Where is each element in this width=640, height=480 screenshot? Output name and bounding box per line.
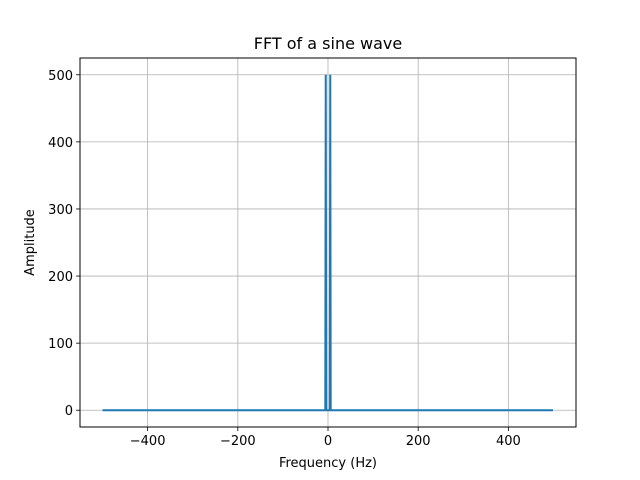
x-axis-ticks: −400 −200 0 200 400 bbox=[130, 427, 521, 449]
series-layer bbox=[102, 74, 553, 412]
x-axis-label: Frequency (Hz) bbox=[279, 456, 377, 471]
y-tick-label: 300 bbox=[48, 203, 73, 218]
y-tick-label: 400 bbox=[48, 136, 73, 151]
x-tick-label: 0 bbox=[324, 434, 332, 449]
y-tick-label: 500 bbox=[48, 69, 73, 84]
chart-title: FFT of a sine wave bbox=[254, 34, 402, 53]
x-tick-label: −200 bbox=[220, 434, 256, 449]
y-tick-label: 200 bbox=[48, 270, 73, 285]
y-axis-label: Amplitude bbox=[23, 209, 38, 276]
y-tick-label: 100 bbox=[48, 337, 73, 352]
y-tick-label: 0 bbox=[65, 404, 73, 419]
y-axis-ticks: 0 100 200 300 400 500 bbox=[48, 69, 80, 419]
series-line bbox=[102, 74, 553, 412]
x-tick-label: 200 bbox=[406, 434, 431, 449]
x-tick-label: −400 bbox=[130, 434, 166, 449]
x-tick-label: 400 bbox=[496, 434, 521, 449]
